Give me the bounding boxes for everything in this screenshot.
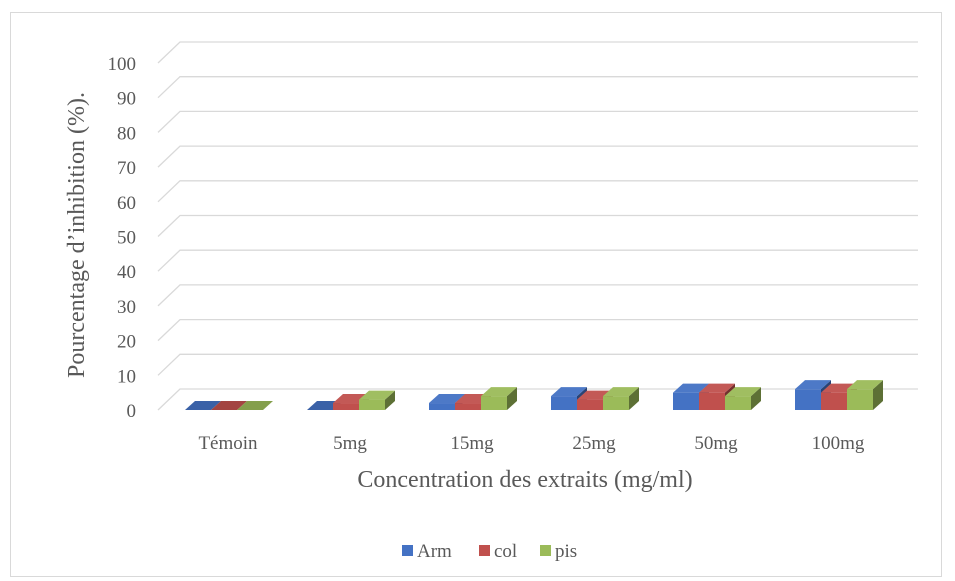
bar-arm [185,401,221,410]
legend: Arm col pis [402,541,577,562]
y-tick-label: 90 [117,89,136,110]
legend-swatch [479,545,490,556]
legend-label: pis [555,541,577,562]
y-axis-title: Pourcentage d’inhibition (%). [64,92,90,378]
gridline [157,249,918,272]
y-axis-ticks: 0 10 20 30 40 50 60 70 80 90 100 [108,54,137,422]
chart-frame [10,12,942,577]
legend-label: Arm [417,541,452,562]
bar-pis [237,401,273,410]
gridline [157,110,918,133]
gridlines [157,41,918,411]
x-tick-label: 25mg [572,433,616,454]
x-axis-categories: Témoin 5mg 15mg 25mg 50mg 100mg [198,433,864,454]
y-tick-label: 0 [127,401,137,422]
bar-pis [359,390,395,410]
gridline [157,214,918,237]
gridline [157,76,918,99]
legend-item-arm: Arm [402,541,452,562]
bar-pis [847,380,883,410]
x-tick-label: 100mg [812,433,865,454]
legend-item-col: col [479,541,517,562]
x-tick-label: 5mg [333,433,367,454]
y-tick-label: 70 [117,158,136,179]
legend-swatch [402,545,413,556]
gridline [157,388,918,411]
bar-pis [481,387,517,410]
x-axis-title: Concentration des extraits (mg/ml) [357,467,692,493]
y-tick-label: 10 [117,366,136,387]
y-tick-label: 80 [117,123,136,144]
y-tick-label: 40 [117,262,136,283]
y-tick-label: 30 [117,297,136,318]
y-tick-label: 20 [117,332,136,353]
gridline [157,318,918,342]
y-tick-label: 60 [117,193,136,214]
legend-swatch [540,545,551,556]
legend-label: col [494,541,517,562]
bar-pis [725,387,761,410]
gridline [157,145,918,168]
y-tick-label: 50 [117,228,136,249]
bar-col [211,401,247,410]
gridline [157,284,918,307]
gridline [157,353,918,376]
x-tick-label: 15mg [450,433,494,454]
bars [185,380,883,410]
gridline [157,41,918,64]
gridline [157,180,918,203]
x-tick-label: Témoin [198,433,258,454]
bar-pis [603,387,639,410]
legend-item-pis: pis [540,541,577,562]
x-tick-label: 50mg [694,433,738,454]
y-tick-label: 100 [108,54,137,75]
